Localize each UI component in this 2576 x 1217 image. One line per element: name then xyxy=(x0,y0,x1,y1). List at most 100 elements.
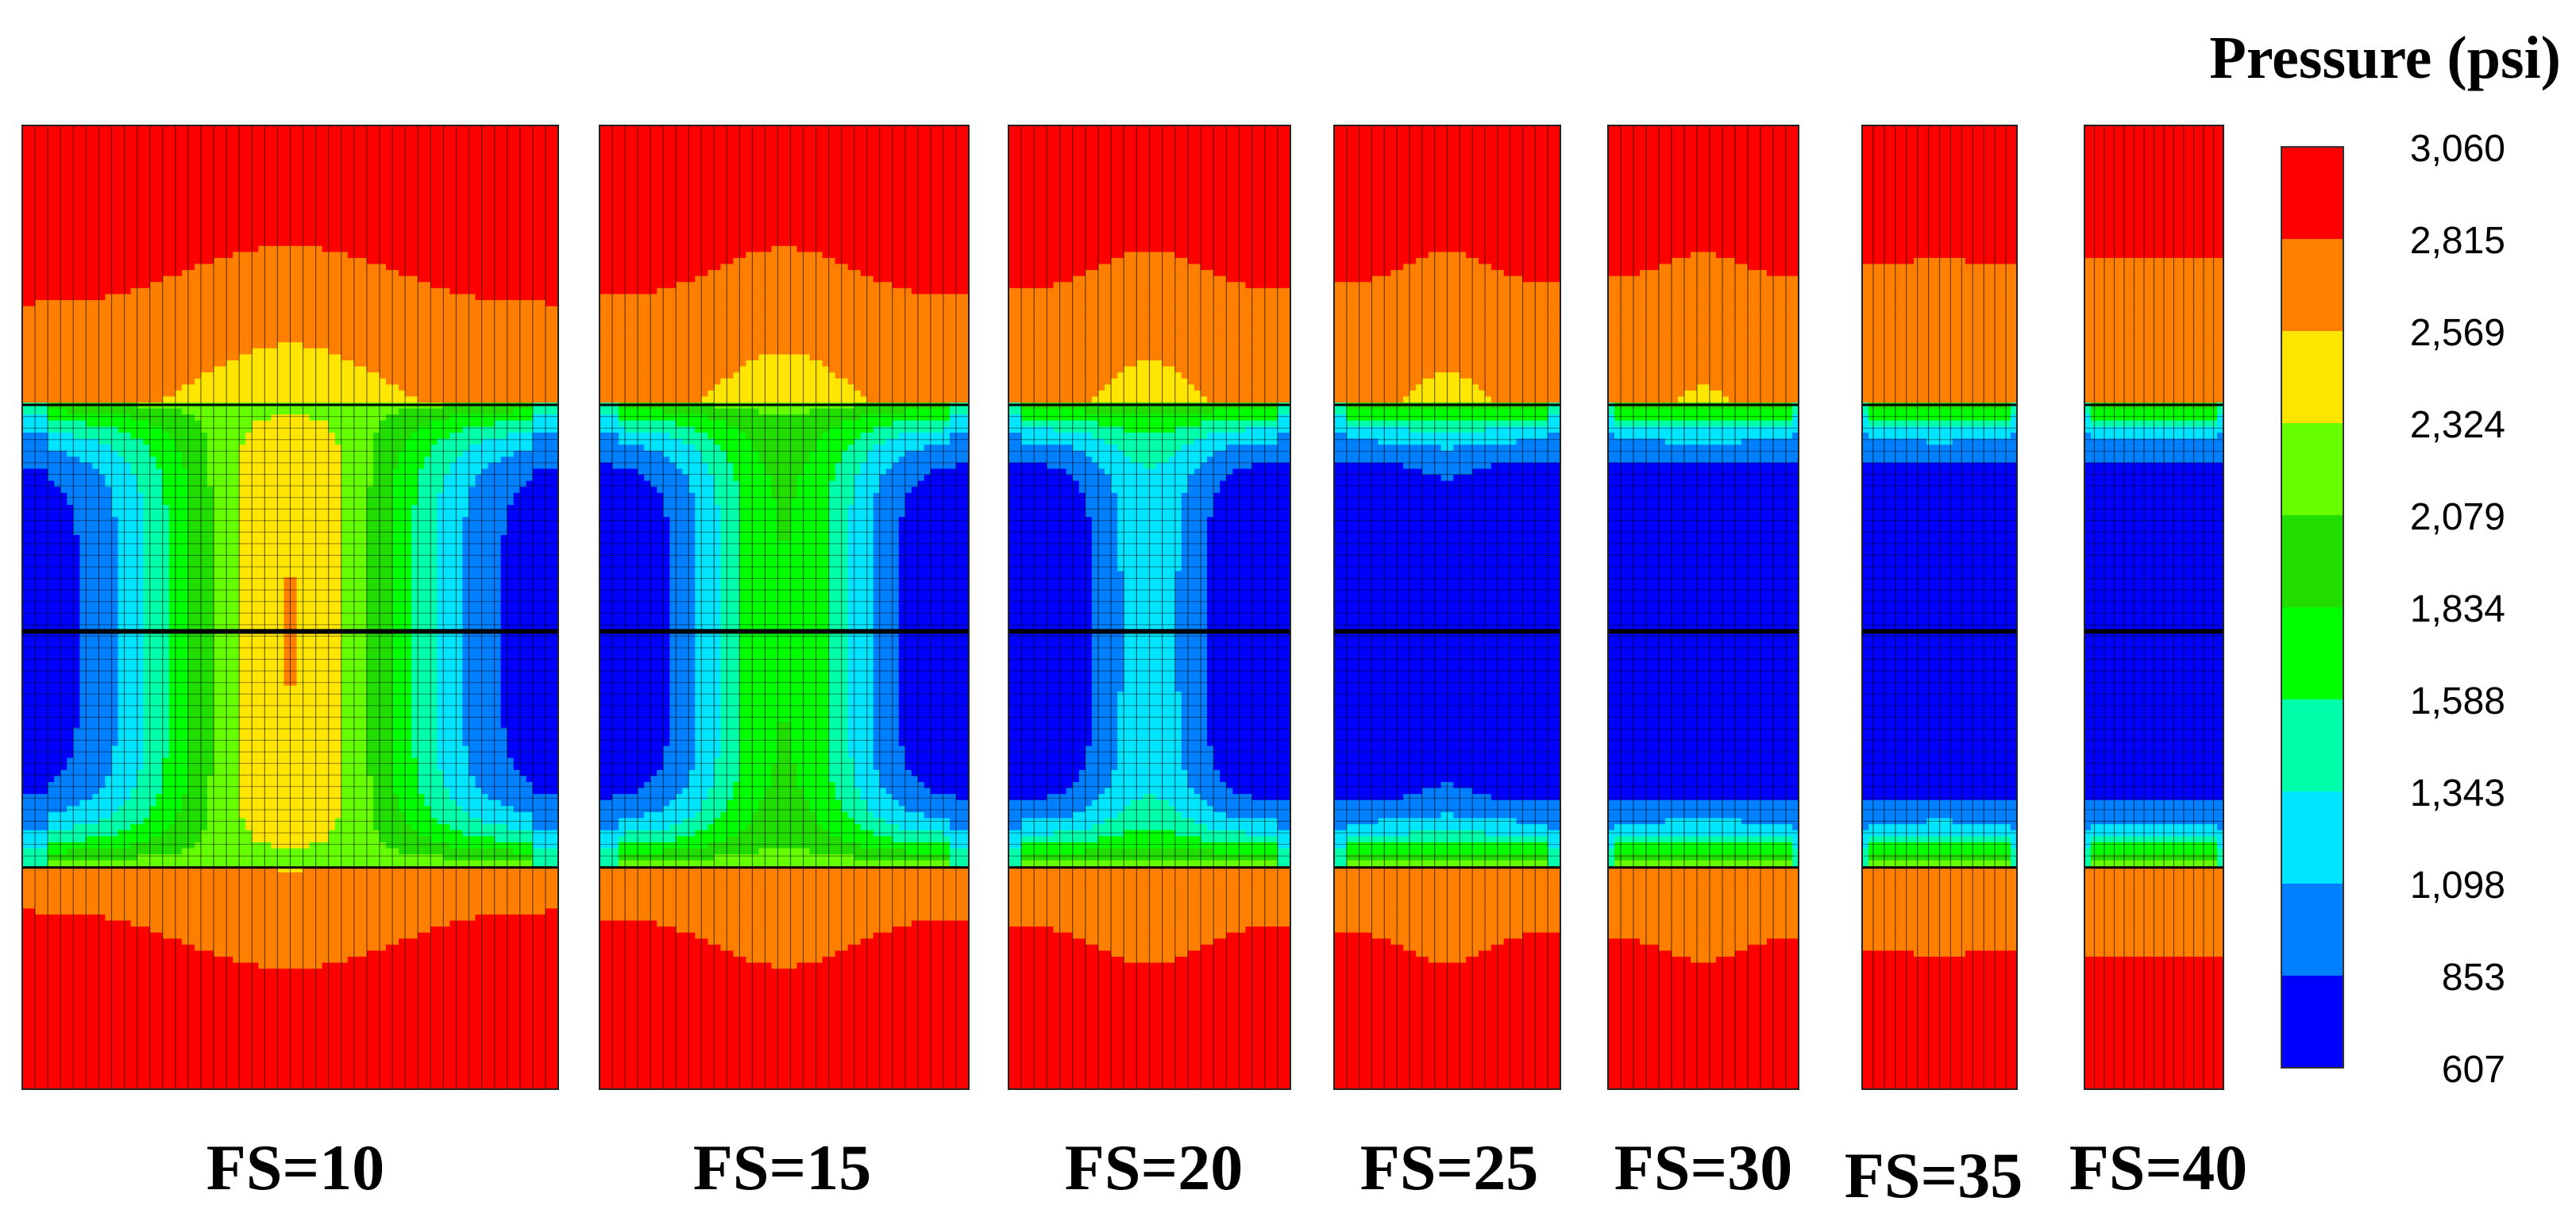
contour-cell xyxy=(488,227,496,235)
contour-cell xyxy=(462,221,470,229)
contour-cell xyxy=(264,203,272,210)
contour-cell xyxy=(67,384,74,391)
contour-cell xyxy=(462,198,470,205)
contour-cell xyxy=(309,384,317,391)
contour-cell xyxy=(48,312,55,319)
contour-cell xyxy=(118,366,125,373)
contour-cell xyxy=(175,221,183,229)
contour-cell xyxy=(79,426,87,433)
contour-cell xyxy=(296,384,304,391)
contour-cell xyxy=(111,168,119,175)
contour-cell xyxy=(239,233,246,241)
contour-cell xyxy=(258,475,265,482)
contour-cell xyxy=(507,426,515,433)
contour-cell xyxy=(207,282,214,289)
contour-cell xyxy=(322,143,330,150)
contour-cell xyxy=(220,354,227,361)
contour-cell xyxy=(201,408,208,415)
contour-cell xyxy=(538,294,546,301)
contour-cell xyxy=(187,384,195,391)
contour-cell xyxy=(315,155,323,163)
contour-cell xyxy=(207,143,214,150)
contour-cell xyxy=(239,462,246,470)
contour-cell xyxy=(22,191,29,198)
contour-cell xyxy=(456,426,464,433)
contour-cell xyxy=(252,215,259,222)
contour-cell xyxy=(214,384,221,391)
contour-cell xyxy=(449,360,457,368)
contour-cell xyxy=(118,149,125,156)
contour-cell xyxy=(54,420,61,427)
contour-cell xyxy=(271,306,279,313)
contour-cell xyxy=(258,324,265,331)
contour-cell xyxy=(532,396,540,403)
contour-cell xyxy=(233,270,240,277)
contour-cell xyxy=(175,143,183,150)
contour-cell xyxy=(162,173,170,180)
contour-cell xyxy=(233,366,240,373)
contour-cell xyxy=(430,450,438,457)
contour-cell xyxy=(207,203,214,210)
contour-cell xyxy=(54,475,61,482)
contour-cell xyxy=(449,245,457,252)
contour-cell xyxy=(526,408,534,415)
contour-cell xyxy=(73,450,80,457)
contour-cell xyxy=(380,179,387,187)
contour-cell xyxy=(124,462,132,470)
contour-cell xyxy=(118,137,125,144)
contour-cell xyxy=(315,414,323,422)
contour-cell xyxy=(137,221,145,229)
contour-cell xyxy=(551,185,558,193)
contour-cell xyxy=(372,143,380,150)
contour-cell xyxy=(86,179,93,187)
contour-cell xyxy=(405,257,412,265)
contour-cell xyxy=(347,137,355,144)
contour-cell xyxy=(437,396,444,403)
contour-cell xyxy=(303,282,310,289)
contour-cell xyxy=(79,125,87,133)
contour-cell xyxy=(315,384,323,391)
contour-cell xyxy=(143,390,151,398)
contour-cell xyxy=(526,179,534,187)
contour-cell xyxy=(437,161,444,168)
contour-cell xyxy=(322,432,330,440)
contour-cell xyxy=(98,198,106,205)
contour-cell xyxy=(92,329,100,337)
contour-cell xyxy=(233,396,240,403)
contour-cell xyxy=(252,294,259,301)
contour-cell xyxy=(118,354,125,361)
contour-cell xyxy=(366,354,374,361)
contour-cell xyxy=(366,131,374,138)
contour-cell xyxy=(481,185,489,193)
contour-cell xyxy=(411,342,418,349)
contour-cell xyxy=(175,318,183,325)
contour-cell xyxy=(347,264,355,271)
contour-cell xyxy=(245,318,253,325)
contour-cell xyxy=(328,312,336,319)
contour-cell xyxy=(456,468,464,476)
contour-cell xyxy=(322,137,330,144)
contour-cell xyxy=(538,348,546,355)
contour-cell xyxy=(462,378,470,385)
contour-cell xyxy=(399,372,406,379)
contour-cell xyxy=(360,137,368,144)
contour-cell xyxy=(60,456,67,464)
contour-cell xyxy=(124,233,132,241)
contour-cell xyxy=(469,366,476,373)
contour-cell xyxy=(54,366,61,373)
contour-cell xyxy=(124,198,132,205)
contour-cell xyxy=(513,221,521,229)
contour-cell xyxy=(296,179,304,187)
contour-cell xyxy=(411,414,418,422)
contour-cell xyxy=(187,354,195,361)
contour-cell xyxy=(143,312,151,319)
contour-cell xyxy=(341,408,349,415)
contour-cell xyxy=(258,210,265,217)
contour-cell xyxy=(469,143,476,150)
contour-cell xyxy=(334,179,342,187)
contour-cell xyxy=(315,143,323,150)
contour-cell xyxy=(201,414,208,422)
contour-cell xyxy=(360,336,368,343)
contour-cell xyxy=(271,396,279,403)
contour-cell xyxy=(124,432,132,440)
